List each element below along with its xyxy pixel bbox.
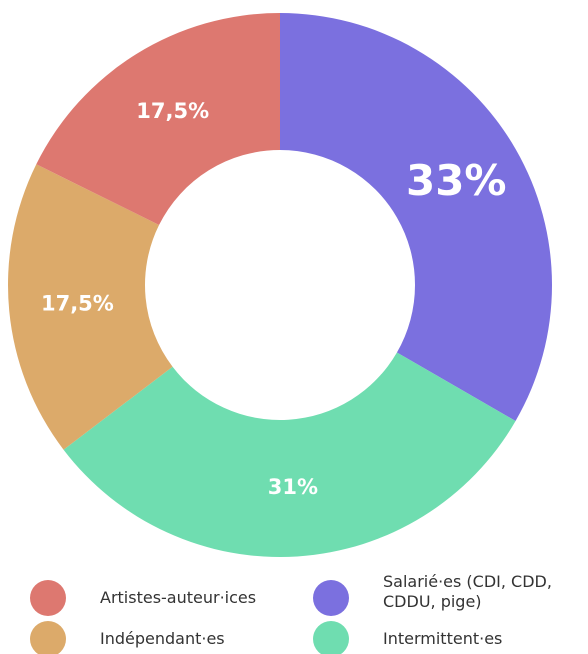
legend-swatch (313, 621, 349, 654)
legend-label: Indépendant·es (100, 629, 225, 648)
legend-swatch (313, 580, 349, 616)
donut-slice (36, 13, 281, 226)
donut-slice (8, 164, 173, 450)
slice-label: 17,5% (136, 99, 209, 123)
slice-label: 31% (268, 475, 318, 499)
slice-label: 17,5% (41, 291, 114, 315)
slice-label: 33% (406, 156, 507, 205)
legend-swatch (30, 580, 66, 616)
legend-label: Intermittent·es (383, 629, 503, 648)
legend-label: Salarié·es (CDI, CDD, CDDU, pige) (383, 572, 552, 611)
legend-label: Artistes-auteur·ices (100, 588, 257, 607)
donut-slice (280, 13, 552, 421)
donut-slice (63, 352, 516, 557)
legend-swatch (30, 621, 66, 654)
